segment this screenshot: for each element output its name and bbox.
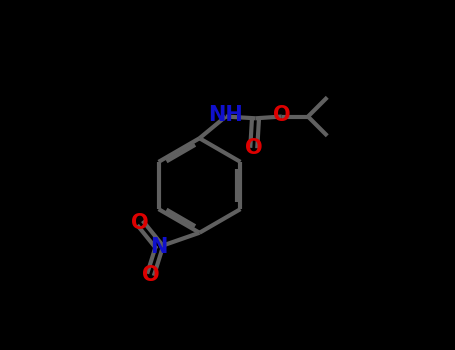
Text: O: O — [245, 138, 263, 158]
Text: NH: NH — [208, 105, 243, 125]
Text: O: O — [142, 265, 159, 285]
Text: O: O — [131, 213, 149, 233]
Text: O: O — [273, 105, 291, 125]
Text: N: N — [151, 237, 168, 257]
